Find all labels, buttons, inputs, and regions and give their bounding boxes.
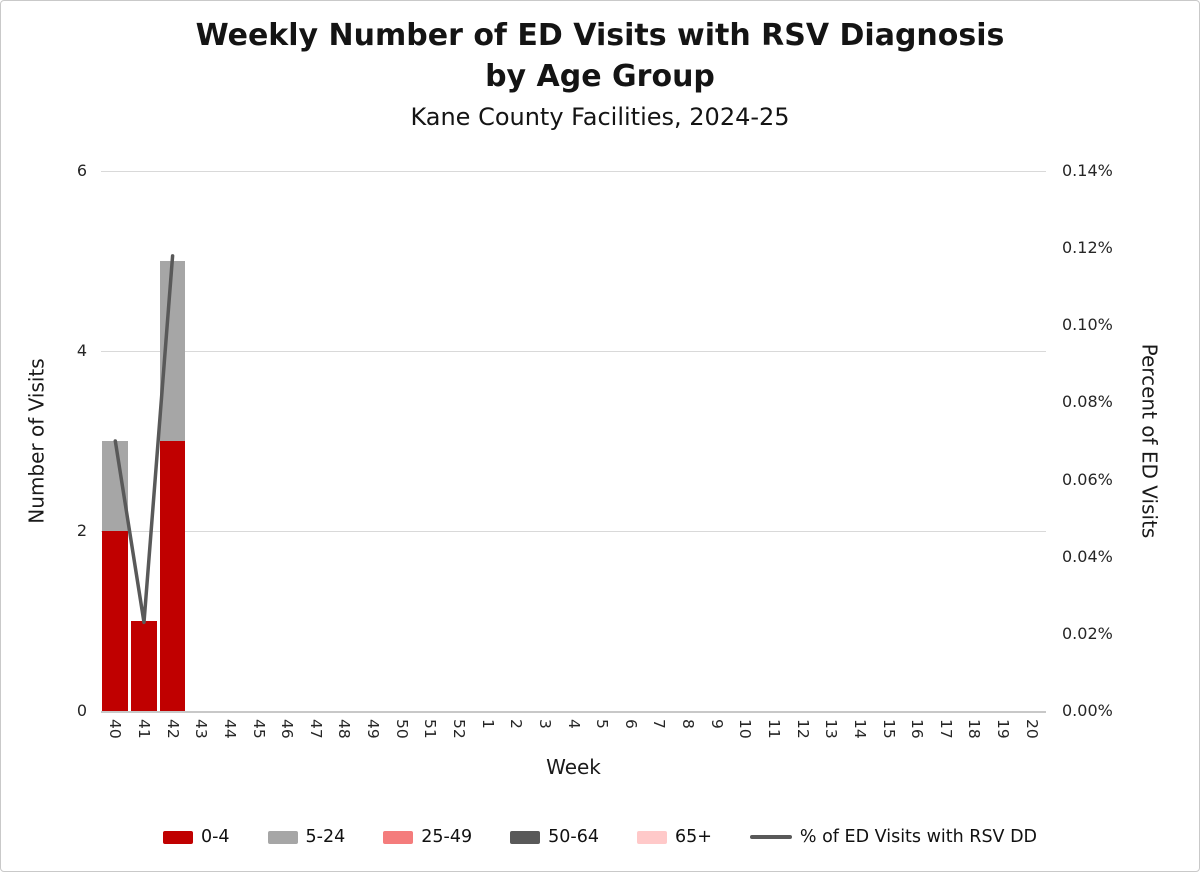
left-axis-title-text: Number of Visits bbox=[25, 358, 49, 524]
x-tick-label: 2 bbox=[507, 719, 526, 729]
x-tick-label: 41 bbox=[134, 719, 153, 739]
bar-segment bbox=[159, 441, 186, 711]
legend-color-swatch bbox=[267, 830, 298, 844]
x-tick-label: 3 bbox=[535, 719, 554, 729]
x-tick-label: 52 bbox=[449, 719, 468, 739]
x-axis-line bbox=[101, 711, 1046, 713]
x-tick-label: 46 bbox=[278, 719, 297, 739]
x-tick-label: 6 bbox=[621, 719, 640, 729]
right-axis-title-text: Percent of ED Visits bbox=[1137, 343, 1161, 539]
x-tick-label: 51 bbox=[421, 719, 440, 739]
right-axis-tick-label: 0.12% bbox=[1062, 238, 1113, 258]
right-axis-tick-label: 0.02% bbox=[1062, 623, 1113, 643]
legend-item-0-4[interactable]: 0-4 bbox=[162, 827, 230, 847]
x-tick-label: 20 bbox=[1022, 719, 1041, 739]
gridline bbox=[101, 531, 1046, 532]
x-tick-label: 17 bbox=[936, 719, 955, 739]
legend: 0-4 5-24 25-49 50-64 65+ % of ED Visits with … bbox=[1, 827, 1199, 847]
legend-color-swatch bbox=[510, 830, 541, 844]
legend-line-swatch bbox=[749, 835, 792, 839]
legend-label: 65+ bbox=[674, 827, 712, 847]
chart-subtitle: Kane County Facilities, 2024-25 bbox=[410, 103, 790, 131]
x-tick-label: 14 bbox=[850, 719, 869, 739]
right-axis-tick-label: 0.08% bbox=[1062, 392, 1113, 412]
right-axis-tick-label: 0.06% bbox=[1062, 469, 1113, 489]
bar-segment bbox=[102, 531, 129, 711]
x-tick-label: 42 bbox=[163, 719, 182, 739]
legend-item-5-24[interactable]: 5-24 bbox=[267, 827, 346, 847]
x-tick-label: 1 bbox=[478, 719, 497, 729]
legend-label: % of ED Visits with RSV DD bbox=[799, 827, 1038, 847]
left-axis-tick-label: 0 bbox=[76, 701, 87, 720]
legend-label: 50-64 bbox=[548, 827, 599, 847]
x-tick-label: 43 bbox=[192, 719, 211, 739]
x-tick-label: 13 bbox=[822, 719, 841, 739]
x-tick-label: 8 bbox=[679, 719, 698, 729]
left-axis-title: Number of Visits bbox=[15, 171, 59, 711]
x-tick-label: 5 bbox=[593, 719, 612, 729]
left-axis-tick-label: 6 bbox=[76, 161, 87, 180]
legend-color-swatch bbox=[383, 830, 414, 844]
x-tick-label: 47 bbox=[306, 719, 325, 739]
x-tick-label: 4 bbox=[564, 719, 583, 729]
gridline bbox=[101, 351, 1046, 352]
x-tick-label: 11 bbox=[764, 719, 783, 739]
x-tick-label: 15 bbox=[879, 719, 898, 739]
legend-item--of-ed-visits-with-rsv-dd[interactable]: % of ED Visits with RSV DD bbox=[749, 827, 1038, 847]
x-tick-label: 40 bbox=[106, 719, 125, 739]
bar-segment bbox=[131, 621, 157, 711]
gridline bbox=[101, 171, 1046, 172]
legend-item-50-64[interactable]: 50-64 bbox=[510, 827, 599, 847]
legend-label: 25-49 bbox=[421, 827, 473, 847]
legend-item-65-[interactable]: 65+ bbox=[636, 827, 712, 847]
chart-title: Weekly Number of ED Visits with RSV Diag… bbox=[1, 15, 1199, 98]
x-tick-label: 9 bbox=[707, 719, 726, 729]
chart-title-line1: Weekly Number of ED Visits with RSV Diag… bbox=[195, 18, 1005, 53]
x-tick-label: 10 bbox=[736, 719, 755, 739]
x-tick-label: 45 bbox=[249, 719, 268, 739]
bar-segment bbox=[102, 441, 129, 531]
left-axis-tick-label: 2 bbox=[76, 521, 87, 540]
x-tick-label: 7 bbox=[650, 719, 669, 729]
x-axis-title: Week bbox=[546, 755, 601, 779]
left-axis-tick-label: 4 bbox=[76, 341, 87, 360]
x-tick-label: 12 bbox=[793, 719, 812, 739]
right-axis-tick-label: 0.10% bbox=[1062, 315, 1113, 335]
bar-segment bbox=[159, 261, 186, 441]
legend-item-25-49[interactable]: 25-49 bbox=[383, 827, 472, 847]
legend-label: 5-24 bbox=[305, 827, 346, 847]
x-tick-label: 18 bbox=[965, 719, 984, 739]
legend-color-swatch bbox=[636, 830, 667, 844]
x-tick-label: 44 bbox=[220, 719, 239, 739]
x-tick-label: 50 bbox=[392, 719, 411, 739]
x-tick-label: 19 bbox=[994, 719, 1013, 739]
legend-color-swatch bbox=[162, 830, 193, 844]
x-tick-label: 49 bbox=[364, 719, 383, 739]
chart-title-line2: by Age Group bbox=[485, 59, 715, 95]
legend-label: 0-4 bbox=[200, 827, 230, 847]
right-axis-tick-label: 0.04% bbox=[1062, 546, 1113, 566]
x-tick-label: 48 bbox=[335, 719, 354, 739]
right-axis-tick-label: 0.00% bbox=[1062, 701, 1113, 720]
x-tick-label: 16 bbox=[908, 719, 927, 739]
right-axis-tick-label: 0.14% bbox=[1062, 161, 1113, 180]
